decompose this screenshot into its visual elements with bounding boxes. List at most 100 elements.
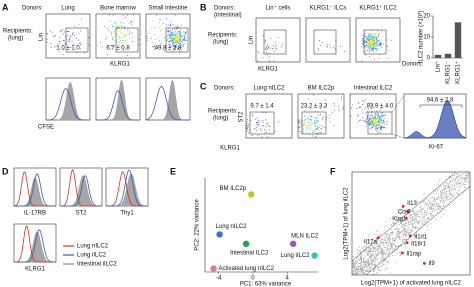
gate [165,27,189,53]
background-gene [358,246,360,248]
background-gene [384,259,386,261]
background-gene [436,204,438,206]
background-gene [405,211,407,213]
background-gene [458,193,460,195]
background-gene [369,269,371,271]
background-gene [383,249,385,251]
background-gene [367,268,369,270]
flow-dot [381,44,382,46]
flow-dot [174,45,176,47]
flow-dot [116,32,118,34]
background-gene [378,265,380,267]
flow-dot [360,119,362,121]
background-gene [432,204,434,206]
background-gene [422,222,424,224]
flow-dot [127,54,129,56]
background-gene [380,247,382,249]
background-gene [415,235,417,237]
flow-dot [124,34,126,36]
flow-dot [364,54,366,56]
flow-dot [303,110,305,112]
flow-dot [369,41,371,43]
background-gene [378,234,380,236]
flow-dot [146,35,148,37]
background-gene [437,207,439,209]
background-gene [444,202,446,204]
background-gene [355,269,357,271]
background-gene [355,271,357,273]
y-tick-label: 20 [423,14,430,20]
background-gene [377,272,379,274]
background-gene [377,246,379,248]
background-gene [424,221,426,223]
flow-dot [378,44,380,46]
background-gene [438,188,440,190]
flow-dot [311,126,313,128]
gene-point [408,234,412,238]
background-gene [405,228,407,230]
flow-dot [253,128,255,130]
background-gene [429,212,431,214]
flow-dot [328,117,330,119]
flow-dot [257,122,259,123]
flow-dot [321,127,323,129]
flow-dot [359,106,361,108]
background-gene [383,244,385,246]
background-gene [404,214,406,216]
flow-dot [118,30,120,32]
flow-dot [111,34,113,36]
background-gene [454,185,456,187]
point [242,240,250,247]
background-gene [386,261,388,263]
background-gene [443,201,445,203]
background-gene [416,232,418,234]
threshold-line [351,171,457,262]
flow-dot [298,127,300,129]
background-gene [364,250,366,252]
background-gene [381,257,383,259]
background-gene [437,196,439,198]
background-gene [367,255,369,257]
flow-plot-frame [145,13,191,59]
flow-dot [315,129,317,131]
background-gene [367,253,369,255]
flow-dot [372,126,373,128]
background-gene [398,245,400,247]
flow-dot [362,112,364,114]
background-gene [356,259,358,261]
flow-dot [110,32,112,34]
background-gene [373,257,375,259]
background-gene [428,211,430,213]
flow-dot [265,129,267,131]
donors-label: (intestinal) [214,13,242,19]
panel-label: D [2,166,9,176]
flow-dot [167,30,169,32]
background-gene [392,238,394,240]
background-gene [466,174,468,176]
background-gene [365,251,367,253]
flow-dot [120,22,122,23]
flow-dot [117,45,119,47]
flow-dot [107,54,109,56]
flow-dot [266,136,268,138]
flow-dot [176,36,178,38]
background-gene [378,239,380,241]
flow-dot [375,36,377,38]
background-gene [395,240,397,242]
background-gene [466,177,468,179]
background-gene [367,271,369,273]
background-gene [419,221,421,223]
flow-dot [183,37,185,39]
flow-dot [350,115,352,117]
flow-dot [298,126,300,127]
background-gene [385,253,387,255]
flow-dot [368,35,370,37]
flow-dot [173,43,175,45]
flow-dot [372,123,374,124]
flow-dot [386,120,388,122]
flow-dot [373,39,375,41]
flow-dot [317,115,319,117]
background-gene [362,272,364,274]
flow-dot [379,118,381,120]
flow-dot [70,47,72,48]
